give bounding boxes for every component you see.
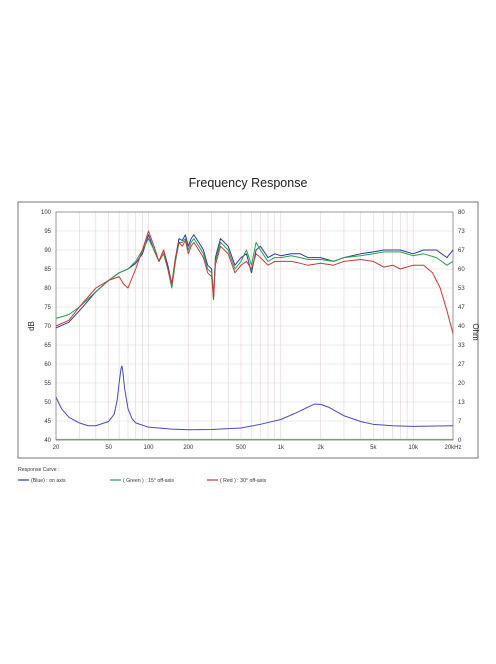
x-tick-label: 200 [183, 445, 194, 451]
x-tick-label: 2k [317, 445, 324, 451]
x-tick-label: 500 [236, 445, 247, 451]
y-tick-label: 95 [44, 229, 51, 235]
legend-label: (Blue) : on axis [31, 478, 66, 484]
x-tick-label: 20 [53, 445, 60, 451]
legend-label: ( Red ) : 30° off-axis [220, 478, 266, 484]
y2-axis-label: Ohm [471, 323, 480, 341]
x-tick-label: 20kHz [444, 445, 461, 451]
legend-label: ( Green ) : 15° off-axis [123, 478, 174, 484]
y-tick-label: 75 [44, 305, 51, 311]
y-tick-label: 55 [44, 381, 51, 387]
y2-tick-label: 73 [458, 229, 465, 235]
chart-title: Frequency Response [188, 176, 308, 190]
series-line-impedance [55, 365, 454, 431]
x-tick-label: 5k [370, 445, 377, 451]
y-tick-label: 85 [44, 267, 51, 273]
y-tick-label: 70 [44, 324, 51, 330]
y-tick-label: 60 [44, 362, 51, 368]
x-tick-label: 1k [278, 445, 285, 451]
y2-tick-label: 67 [458, 248, 465, 254]
y2-tick-label: 40 [458, 324, 465, 330]
x-tick-label: 50 [105, 445, 112, 451]
x-tick-label: 10k [408, 445, 419, 451]
y2-tick-label: 13 [458, 400, 465, 406]
y-axis-label: dB [27, 321, 36, 331]
legend-title: Response Curve : [18, 467, 60, 473]
y-tick-label: 80 [44, 286, 51, 292]
chart-frame [17, 201, 479, 459]
y2-tick-label: 27 [458, 362, 465, 368]
y2-tick-label: 7 [458, 419, 462, 425]
y2-tick-label: 20 [458, 381, 465, 387]
y2-tick-label: 80 [458, 210, 465, 216]
y-tick-label: 100 [41, 210, 52, 216]
y-tick-label: 65 [44, 343, 51, 349]
y-tick-label: 50 [44, 400, 51, 406]
y2-tick-label: 0 [458, 438, 462, 444]
y-tick-label: 40 [44, 438, 51, 444]
y2-tick-label: 47 [458, 305, 465, 311]
y2-tick-label: 33 [458, 343, 465, 349]
series-line-red-30-off-axis [55, 230, 454, 334]
x-tick-label: 100 [143, 445, 154, 451]
y2-tick-label: 53 [458, 286, 465, 292]
y-tick-label: 45 [44, 419, 51, 425]
y2-tick-label: 60 [458, 267, 465, 273]
y-tick-label: 90 [44, 248, 51, 254]
